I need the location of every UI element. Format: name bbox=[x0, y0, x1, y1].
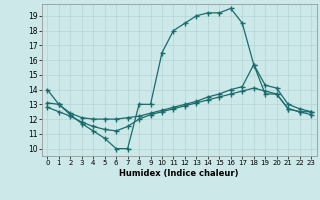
X-axis label: Humidex (Indice chaleur): Humidex (Indice chaleur) bbox=[119, 169, 239, 178]
